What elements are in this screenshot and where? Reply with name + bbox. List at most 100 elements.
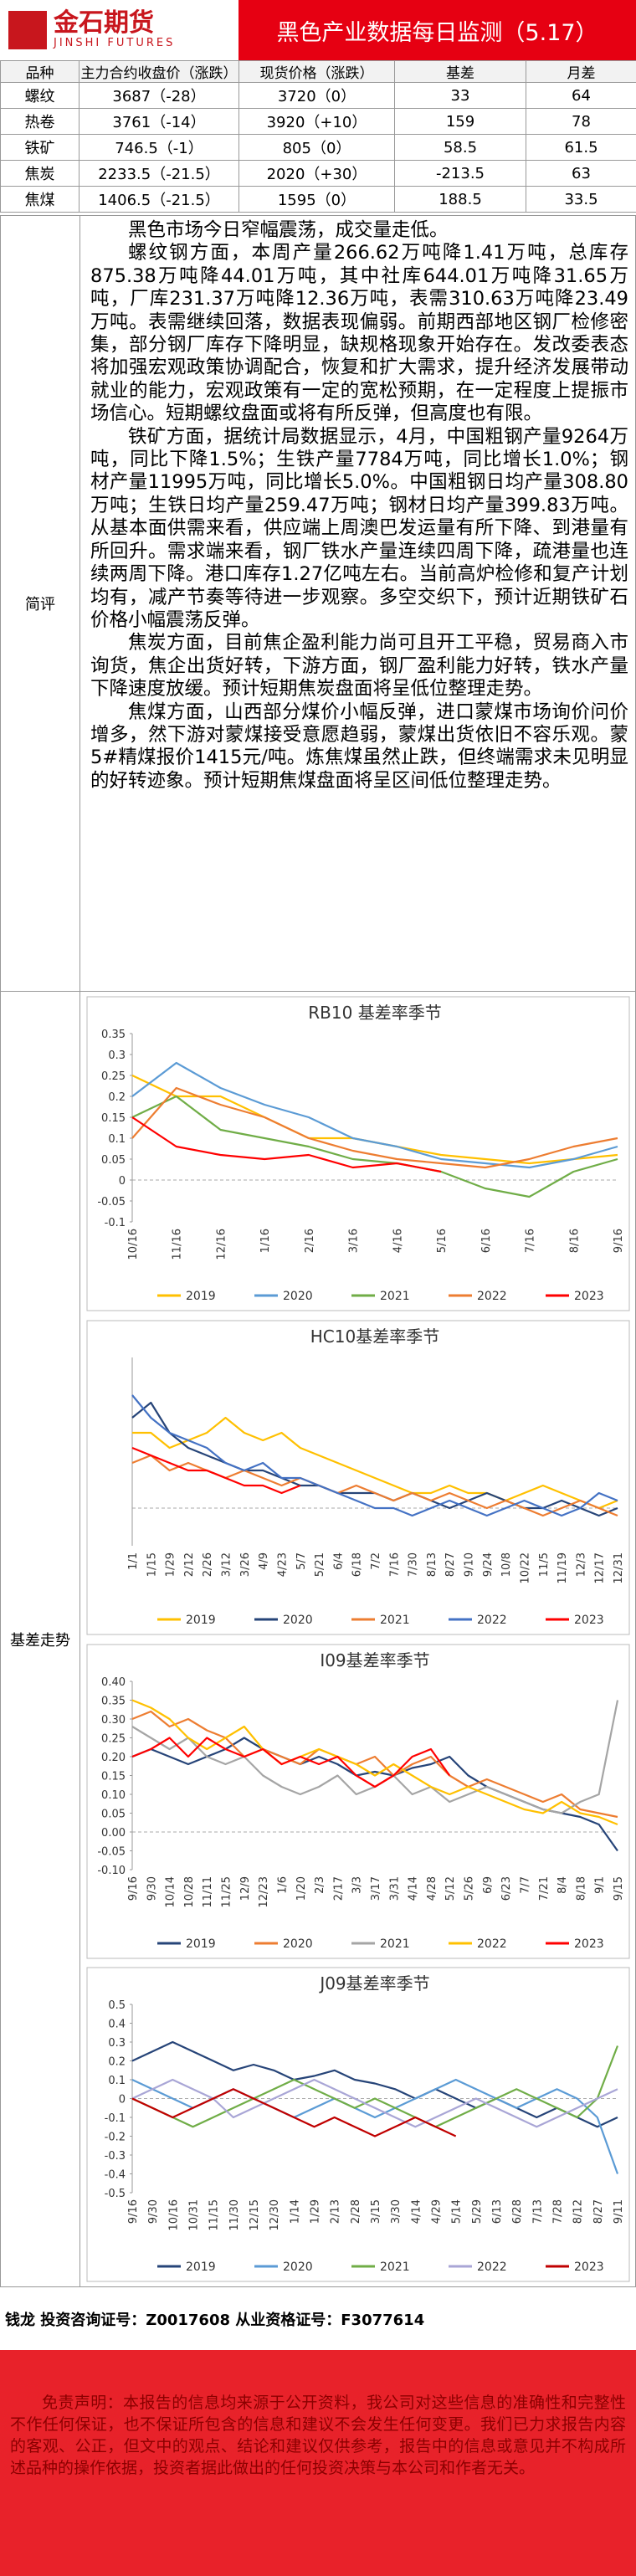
- cell: 3920（+10）: [238, 108, 395, 135]
- x-tick-label: 1/14: [289, 2199, 301, 2224]
- y-tick-label: 0.3: [108, 2037, 126, 2050]
- x-tick-label: 8/13: [426, 1552, 439, 1577]
- chart: I09基差率季节 0.40 0.35 0.30 0.25 0.20 0.15 0.10 0.05…: [86, 1644, 630, 1958]
- paragraph: 焦煤方面，山西部分煤价小幅反弹，进口蒙煤市场询价问价增多，然下游对蒙煤接受意愿趋…: [90, 700, 628, 792]
- paragraph: 黑色市场今日窄幅震荡，成交量走低。: [128, 219, 449, 241]
- x-tick-label: 12/9: [239, 1876, 252, 1901]
- x-tick-label: 1/6: [276, 1876, 289, 1894]
- cell: 58.5: [394, 134, 526, 161]
- series-line: [131, 1086, 618, 1169]
- row: 热卷 3761（-14） 3920（+10） 159 78: [0, 108, 636, 135]
- legend-label: 2022: [477, 1614, 507, 1627]
- x-tick-label: 12/15: [249, 2199, 261, 2230]
- cell: 3761（-14）: [79, 108, 239, 135]
- row: 焦炭 2233.5（-21.5） 2020（+30） -213.5 63: [0, 160, 636, 187]
- y-tick-label: 0.30: [101, 1714, 126, 1727]
- legend-label: 2023: [574, 1614, 604, 1627]
- x-tick-label: 12/30: [269, 2199, 281, 2230]
- x-tick-label: 9/11: [613, 2199, 625, 2224]
- series-line: [131, 1446, 301, 1494]
- y-tick-label: 0.10: [101, 1789, 126, 1802]
- logo-icon: [8, 11, 47, 49]
- cell: 78: [526, 108, 636, 135]
- x-tick-label: 9/30: [146, 1876, 158, 1901]
- x-tick-label: 10/28: [183, 1876, 196, 1907]
- x-tick-label: 5/16: [436, 1229, 449, 1253]
- x-tick-label: 10/16: [127, 1229, 140, 1260]
- row: 铁矿 746.5（-1） 805（0） 58.5 61.5: [0, 134, 636, 161]
- y-tick-label: 0.1: [108, 1133, 126, 1146]
- legend-label: 2022: [477, 2260, 507, 2274]
- author: 钱龙 投资咨询证号：Z0017608 从业资格证号：F3077614: [5, 2311, 425, 2329]
- logo-en: JINSHI FUTURES: [54, 37, 176, 49]
- x-tick-label: 8/4: [556, 1876, 569, 1894]
- cell: 螺纹: [0, 82, 80, 109]
- x-tick-label: 11/15: [208, 2199, 221, 2230]
- header-cell: 月差: [526, 60, 636, 83]
- series-line: [131, 1736, 451, 1788]
- cell: 188.5: [394, 186, 526, 213]
- y-tick-label: 0: [119, 2094, 126, 2106]
- chart-title: J09基差率季节: [318, 1973, 429, 1994]
- x-tick-label: 2/13: [330, 2199, 342, 2224]
- y-tick-label: 0.05: [101, 1808, 126, 1820]
- y-tick-label: -0.2: [105, 2132, 126, 2144]
- x-tick-label: 3/31: [388, 1876, 401, 1901]
- series-line: [131, 1698, 618, 1825]
- y-tick-label: 0.4: [108, 2019, 126, 2031]
- x-tick-label: 12/16: [215, 1229, 228, 1260]
- cell: 33: [394, 82, 526, 109]
- x-tick-label: 10/31: [188, 2199, 201, 2230]
- x-tick-label: 9/10: [464, 1552, 476, 1577]
- legend-label: 2020: [283, 1937, 313, 1951]
- x-tick-label: 10/14: [165, 1876, 177, 1907]
- x-tick-label: 4/9: [258, 1552, 270, 1570]
- x-tick-label: 5/29: [471, 2199, 484, 2224]
- chart: J09基差率季节 0.5 0.4 0.3 0.2 0.1 0 -0.1 -0.2 -0.3 -0.4…: [86, 1967, 630, 2282]
- header-cell: 基差: [394, 60, 526, 83]
- x-tick-label: 4/14: [408, 1876, 420, 1901]
- chart: RB10 基差率季节 0.35 0.3 0.25 0.2 0.15 0.1 0.05 0 -0.0…: [86, 996, 630, 1311]
- x-tick-label: 4/29: [431, 2199, 444, 2224]
- x-tick-label: 5/21: [314, 1552, 326, 1577]
- x-tick-label: 11/25: [221, 1876, 233, 1907]
- y-tick-label: -0.4: [105, 2169, 126, 2182]
- x-tick-label: 7/16: [525, 1229, 537, 1253]
- x-tick-label: 9/16: [127, 1876, 140, 1901]
- x-tick-label: 5/7: [295, 1552, 308, 1570]
- cell: 159: [394, 108, 526, 135]
- x-tick-label: 3/30: [390, 2199, 403, 2224]
- x-tick-label: 8/27: [444, 1552, 457, 1577]
- cell: 805（0）: [238, 134, 395, 161]
- x-tick-label: 8/18: [575, 1876, 587, 1901]
- y-tick-label: 0.25: [101, 1070, 126, 1083]
- x-tick-label: 12/23: [258, 1876, 270, 1907]
- cell: 63: [526, 160, 636, 187]
- x-tick-label: 3/3: [351, 1876, 364, 1894]
- chart-label: 基差走势: [1, 992, 80, 2286]
- x-tick-label: 4/16: [392, 1229, 404, 1253]
- price-table: 品种 主力合约收盘价（涨跌） 现货价格（涨跌） 基差 月差 螺纹 3687（-28） 3720…: [0, 60, 636, 213]
- x-tick-label: 8/16: [568, 1229, 581, 1253]
- x-tick-label: 7/28: [552, 2199, 565, 2224]
- x-tick-label: 10/16: [167, 2199, 180, 2230]
- chart-title: I09基差率季节: [320, 1650, 429, 1670]
- chart-section: 基差走势 RB10 基差率季节 0.35 0.3 0.25 0.2 0.15 0.1 0.05…: [0, 991, 636, 2287]
- header-row: 品种 主力合约收盘价（涨跌） 现货价格（涨跌） 基差 月差: [0, 60, 636, 83]
- chart-title: HC10基差率季节: [310, 1326, 439, 1347]
- logo-name: 金石期货: [54, 8, 154, 38]
- x-tick-label: 1/16: [259, 1229, 272, 1253]
- cell: 2233.5（-21.5）: [79, 160, 239, 187]
- x-tick-label: 5/26: [464, 1876, 476, 1901]
- y-tick-label: 0.35: [101, 1029, 126, 1041]
- comment-section: 简评 黑色市场今日窄幅震荡，成交量走低。 螺纹钢方面，本周产量266.62万吨降…: [0, 215, 636, 992]
- x-tick-label: 12/3: [575, 1552, 587, 1577]
- x-tick-label: 3/12: [221, 1552, 233, 1577]
- x-tick-label: 9/15: [613, 1876, 625, 1901]
- legend-label: 2021: [380, 2260, 410, 2274]
- legend-label: 2021: [380, 1614, 410, 1627]
- row: 螺纹 3687（-28） 3720（0） 33 64: [0, 82, 636, 109]
- charts: RB10 基差率季节 0.35 0.3 0.25 0.2 0.15 0.1 0.05 0 -0.0…: [80, 992, 636, 2286]
- x-tick-label: 8/27: [592, 2199, 605, 2224]
